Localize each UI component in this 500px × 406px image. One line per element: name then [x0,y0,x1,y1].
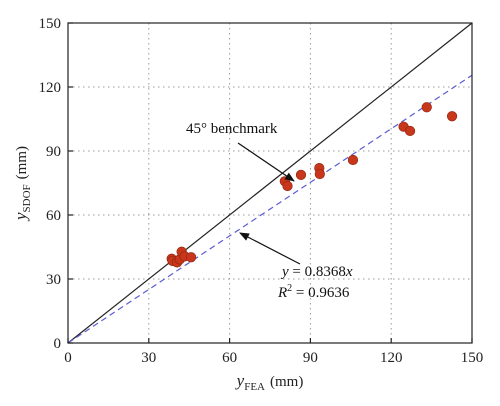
data-point-16 [446,111,458,122]
y-tick-label-3: 90 [46,144,61,160]
x-tick-label-4: 120 [380,350,403,366]
r2-rhs: = 0.9636 [292,285,350,301]
data-point-14 [404,125,416,137]
data-point-15 [421,102,432,113]
x-tick-label-2: 60 [222,350,237,366]
y-axis-sub: SDOF [21,184,33,212]
y-axis-unit: (mm) [14,146,30,179]
fit-line [67,74,473,344]
x-tick-label-5: 150 [461,350,484,366]
y-tick-label-1: 30 [46,272,61,288]
x-axis-var: y [235,371,245,390]
data-point-8 [282,180,293,192]
x-axis-sub: FEA [244,381,265,393]
fit-equation-label: y = 0.8368x [280,264,353,280]
x-axis-label: yFEA (mm) [235,371,304,393]
x-tick-label-3: 90 [303,350,318,366]
y-axis-label: ySDOF (mm) [11,146,33,222]
data-points [166,102,458,268]
y-axis-var: y [11,212,30,222]
r2-lhs: R [277,285,287,301]
benchmark-label: 45° benchmark [186,121,278,137]
axis-ticks: 0 30 60 90 120 150 0 30 60 90 120 150 [39,16,484,366]
reference-lines [67,22,473,344]
y-tick-label-0: 0 [54,336,62,352]
fit-eq-lhs: y [280,264,289,280]
y-tick-label-2: 60 [46,208,61,224]
data-point-12 [347,154,359,166]
data-point-6 [185,252,197,263]
y-tick-label-4: 120 [39,80,62,96]
x-axis-unit: (mm) [270,374,303,390]
benchmark-arrow [237,142,295,182]
x-tick-label-0: 0 [64,350,72,366]
benchmark-line [67,22,473,344]
y-tick-label-5: 150 [39,16,62,32]
data-point-11 [314,168,325,180]
fit-eq-rhs: = 0.8368 [289,264,346,280]
x-tick-label-1: 30 [141,350,156,366]
r-squared-label: R2 = 0.9636 [277,283,350,301]
plot-frame [67,22,473,344]
data-point-9 [295,169,307,180]
fit-arrow [239,232,301,265]
r2-sup: 2 [287,283,292,294]
fit-eq-var: x [345,264,353,280]
